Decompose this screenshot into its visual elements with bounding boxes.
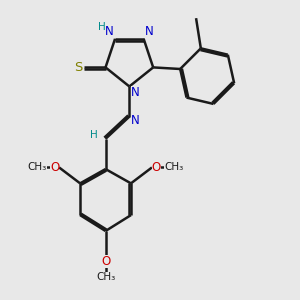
- Text: H: H: [90, 130, 97, 140]
- Text: CH₃: CH₃: [164, 163, 184, 172]
- Text: N: N: [145, 25, 154, 38]
- Text: CH₃: CH₃: [96, 272, 115, 282]
- Text: H: H: [98, 22, 106, 32]
- Text: O: O: [101, 255, 110, 268]
- Text: O: O: [50, 161, 59, 174]
- Text: N: N: [105, 25, 114, 38]
- Text: O: O: [152, 161, 161, 174]
- Text: S: S: [74, 61, 83, 74]
- Text: CH₃: CH₃: [28, 163, 47, 172]
- Text: N: N: [131, 114, 140, 127]
- Text: N: N: [131, 86, 140, 99]
